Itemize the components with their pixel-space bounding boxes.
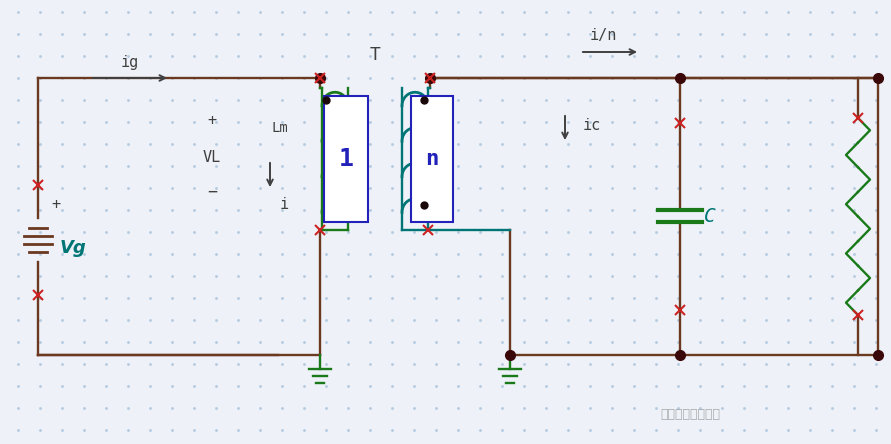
Text: −: − [207, 183, 217, 201]
Text: VL: VL [203, 151, 221, 166]
Text: ic: ic [583, 119, 601, 134]
Text: Vg: Vg [60, 239, 86, 257]
Text: i/n: i/n [590, 28, 617, 44]
Text: +: + [52, 198, 61, 213]
Text: T: T [370, 46, 380, 64]
Text: +: + [208, 112, 217, 127]
Bar [324, 96, 368, 222]
Text: C: C [704, 207, 715, 226]
Text: n: n [425, 149, 438, 169]
Text: Lm: Lm [272, 121, 289, 135]
Text: 硬件十万个为什么: 硬件十万个为什么 [660, 408, 720, 421]
Text: 1: 1 [339, 147, 354, 171]
Text: ig: ig [121, 55, 139, 70]
Text: i: i [280, 198, 289, 213]
Bar [411, 96, 453, 222]
